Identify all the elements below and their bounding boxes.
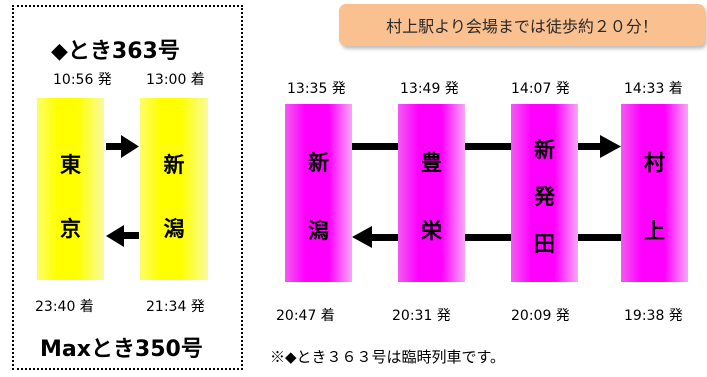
walking-info-banner: 村上駅より会場までは徒歩約２０分！ [339,4,705,46]
connector-bar [352,143,398,150]
departure-time-niigata: 21:34 発 [146,299,205,315]
station-char: 東 [60,153,81,177]
station-char: 村 [644,151,665,175]
train-name-return: Maxとき350号 [40,337,203,362]
connector-bar [578,234,621,241]
connector-bar [465,234,511,241]
station-pillar-shibata: 新 発 田 [511,104,578,282]
shinkansen-panel [12,5,243,370]
connector-bar [465,143,511,150]
station-char: 新 [534,138,555,163]
station-char: 新 [308,151,329,175]
station-char: 京 [60,217,81,241]
departure-time-tokyo: 10:56 発 [53,72,112,88]
station-char: 田 [534,231,555,256]
time-shibata-departure-return: 20:09 発 [511,308,570,324]
station-char: 潟 [308,219,329,243]
arrival-time-tokyo: 23:40 着 [35,299,94,315]
station-pillar-murakami: 村 上 [621,104,688,282]
arrow-left-icon [106,225,139,247]
station-char: 上 [644,219,665,243]
arrow-right-icon [106,135,139,158]
time-murakami-arrival: 14:33 着 [624,81,683,97]
station-char: 豊 [421,151,442,175]
time-shibata-departure: 14:07 発 [511,81,570,97]
arrow-left-icon [352,226,398,248]
station-pillar-tokyo: 東 京 [37,98,104,280]
time-niigata-departure: 13:35 発 [287,81,346,97]
station-pillar-niigata: 新 潟 [140,98,208,280]
station-char: 栄 [421,219,442,243]
time-murakami-departure: 19:38 発 [624,308,683,324]
banner-text: 村上駅より会場までは徒歩約２０分！ [386,17,658,36]
station-pillar-toyosaka: 豊 栄 [398,104,465,282]
footnote: ※◆とき３６３号は臨時列車です。 [270,348,506,366]
station-char: 発 [534,184,555,209]
arrival-time-niigata: 13:00 着 [146,72,205,88]
station-pillar-niigata: 新 潟 [285,104,352,282]
arrow-right-icon [578,135,621,158]
time-toyosaka-departure: 13:49 発 [400,81,459,97]
station-char: 潟 [163,217,185,241]
time-toyosaka-departure-return: 20:31 発 [392,308,451,324]
station-char: 新 [163,153,185,177]
time-niigata-arrival: 20:47 着 [276,308,335,324]
train-name-outbound: ◆とき363号 [51,39,180,64]
